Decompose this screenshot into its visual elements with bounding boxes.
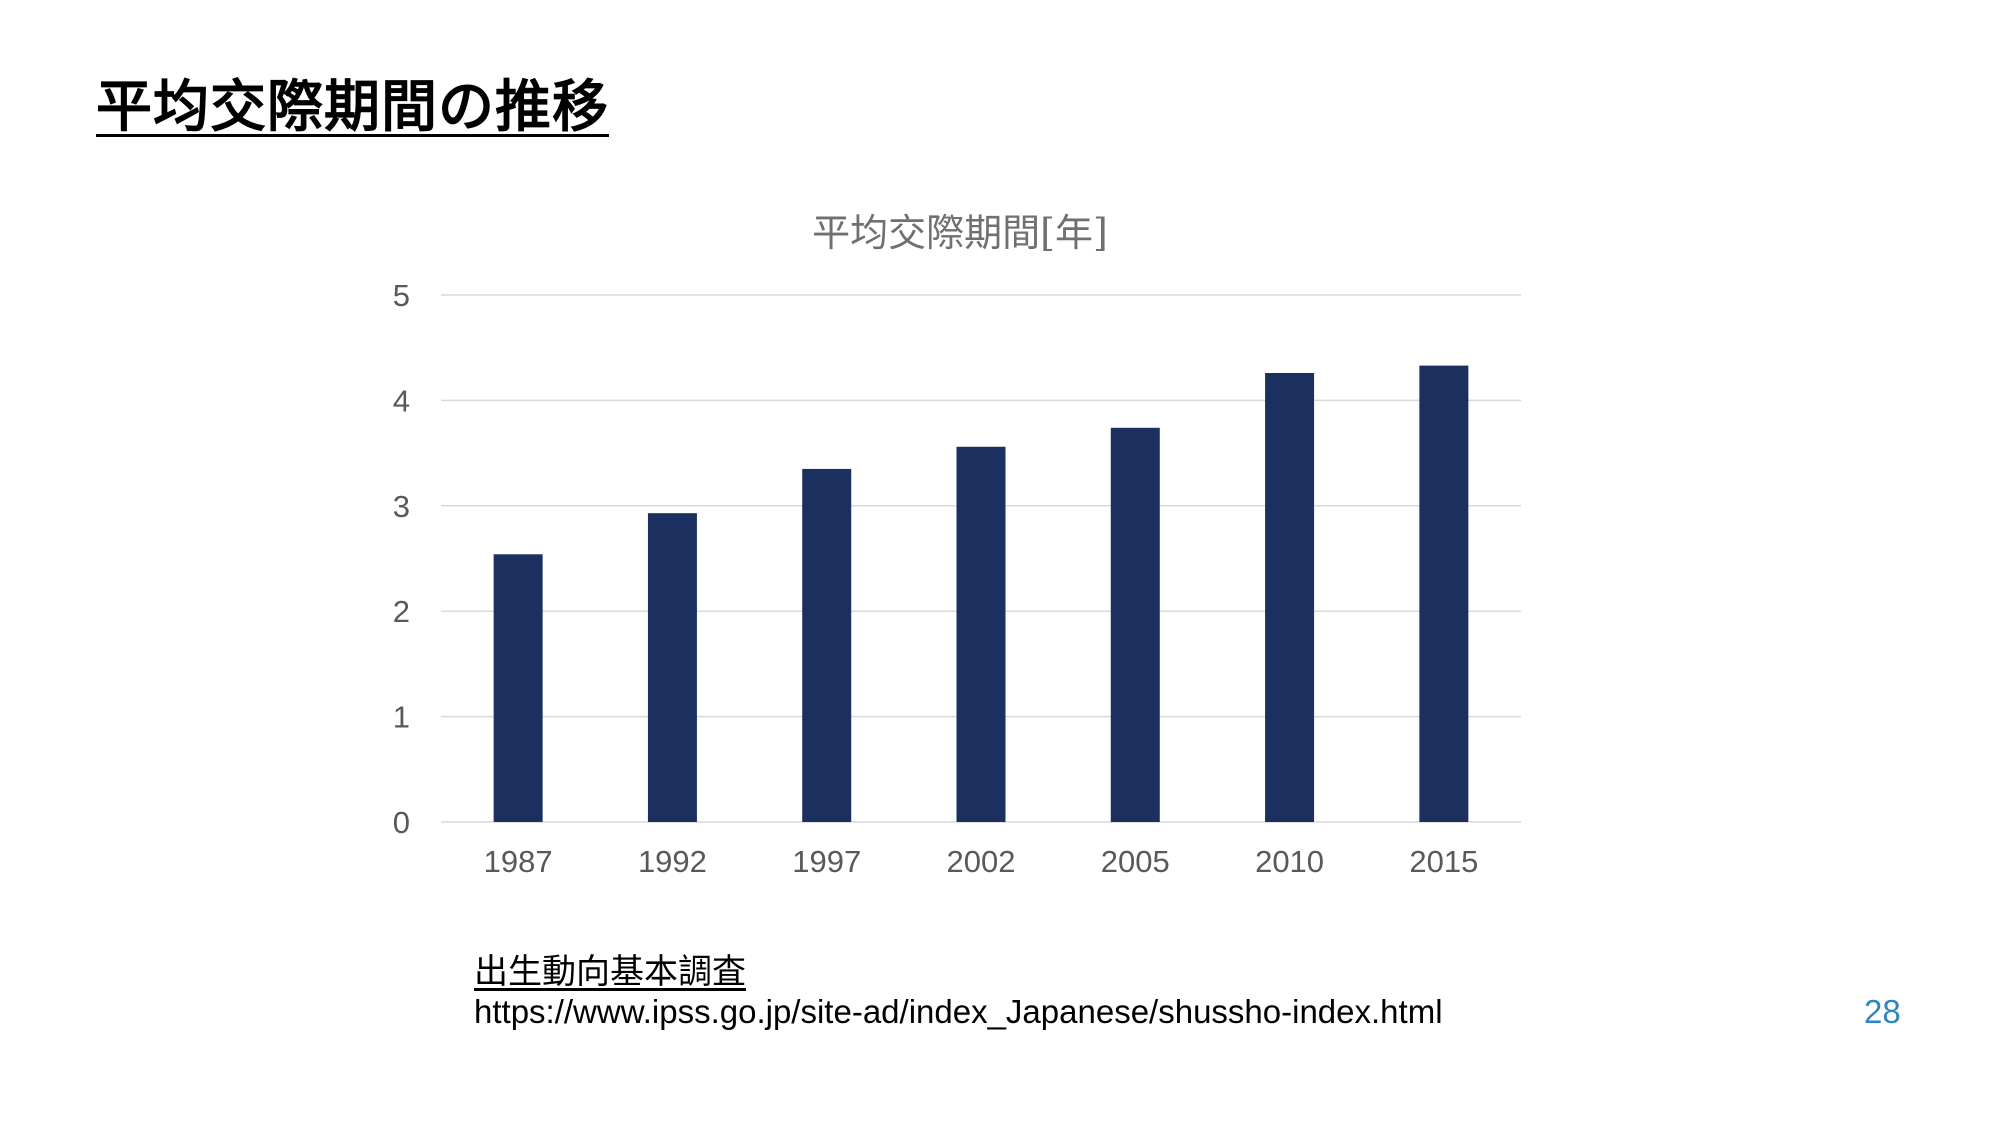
x-tick-label: 2005	[1101, 844, 1170, 879]
chart-title: 平均交際期間[年]	[812, 211, 1108, 255]
x-tick-label: 1992	[638, 844, 707, 879]
source-url[interactable]: https://www.ipss.go.jp/site-ad/index_Jap…	[474, 993, 1443, 1030]
bar-1987	[493, 554, 543, 822]
x-tick-label: 1987	[484, 844, 553, 879]
y-tick-label: 3	[393, 489, 410, 524]
bar-2002	[956, 446, 1006, 822]
x-axis-ticks: 1987 1992 1997 2002 2005 2010 2015	[484, 844, 1479, 879]
y-tick-label: 1	[393, 700, 410, 735]
x-tick-label: 2010	[1255, 844, 1324, 879]
y-axis-ticks: 0 1 2 3 4 5	[393, 278, 410, 840]
y-tick-label: 4	[393, 383, 410, 418]
bar-2010	[1265, 372, 1315, 822]
bars	[493, 365, 1469, 822]
y-tick-label: 2	[393, 594, 410, 629]
x-tick-label: 2002	[947, 844, 1016, 879]
slide-title: 平均交際期間の推移	[96, 75, 609, 140]
bar-2015	[1419, 365, 1469, 822]
x-tick-label: 2015	[1409, 844, 1478, 879]
bar-2005	[1110, 427, 1160, 822]
y-tick-label: 5	[393, 278, 410, 313]
source-title[interactable]: 出生動向基本調査	[474, 952, 746, 992]
page-number: 28	[1864, 993, 1901, 1030]
y-tick-label: 0	[393, 805, 410, 840]
bar-1992	[647, 513, 697, 822]
bar-1997	[802, 468, 852, 822]
x-tick-label: 1997	[792, 844, 861, 879]
